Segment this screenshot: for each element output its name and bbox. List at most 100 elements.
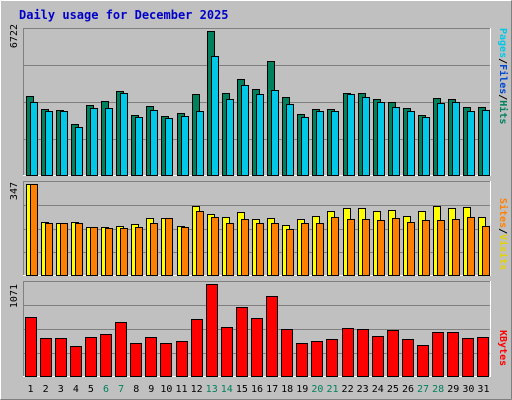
x-tick-label-day-25: 25 — [387, 384, 399, 395]
x-tick-label-day-5: 5 — [88, 384, 94, 395]
bar-kbytes-day-3 — [55, 338, 67, 377]
x-tick-label-day-27: 27 — [417, 384, 429, 395]
bar-files-day-28 — [437, 103, 445, 176]
bar-sites-day-1 — [30, 184, 38, 276]
bar-kbytes-day-25 — [387, 330, 399, 377]
bar-files-day-15 — [241, 85, 249, 176]
bar-files-day-18 — [286, 104, 294, 176]
x-tick-label-day-6: 6 — [103, 384, 109, 395]
x-tick-label-day-12: 12 — [191, 384, 203, 395]
x-tick-label-day-11: 11 — [175, 384, 187, 395]
bar-files-day-30 — [467, 111, 475, 176]
legend-files: Files — [497, 64, 508, 95]
bar-kbytes-day-24 — [372, 336, 384, 377]
bar-sites-day-29 — [452, 219, 460, 276]
bar-files-day-25 — [392, 107, 400, 176]
bar-sites-day-19 — [301, 223, 309, 276]
bar-kbytes-day-4 — [70, 346, 82, 377]
bar-sites-day-17 — [271, 223, 279, 276]
bar-files-day-11 — [181, 116, 189, 176]
x-tick-label-day-31: 31 — [477, 384, 489, 395]
bar-kbytes-day-31 — [477, 337, 489, 377]
kbytes-panel-legend: KBytes — [496, 330, 508, 366]
bar-kbytes-day-6 — [100, 334, 112, 377]
bar-sites-day-26 — [407, 222, 415, 276]
bar-sites-day-4 — [75, 223, 83, 276]
bar-sites-day-27 — [422, 220, 430, 276]
bar-kbytes-day-29 — [447, 332, 459, 377]
x-tick-label-day-24: 24 — [372, 384, 384, 395]
bar-sites-day-15 — [241, 219, 249, 276]
bar-kbytes-day-7 — [115, 322, 127, 377]
bar-sites-day-13 — [211, 217, 219, 276]
bar-files-day-7 — [120, 93, 128, 176]
bar-sites-day-9 — [150, 223, 158, 276]
bar-files-day-1 — [30, 102, 38, 176]
x-tick-label-day-3: 3 — [58, 384, 64, 395]
bar-sites-day-23 — [362, 219, 370, 276]
bar-sites-day-20 — [316, 223, 324, 276]
x-tick-label-day-10: 10 — [160, 384, 172, 395]
bar-sites-day-28 — [437, 220, 445, 276]
bar-files-day-6 — [105, 108, 113, 176]
bar-files-day-23 — [362, 97, 370, 176]
visits-panel-legend: Sites/Visits — [496, 198, 508, 270]
bar-files-day-2 — [45, 111, 53, 176]
x-tick-label-day-29: 29 — [447, 384, 459, 395]
bar-files-day-4 — [75, 127, 83, 176]
x-tick-label-day-19: 19 — [296, 384, 308, 395]
x-tick-label-day-23: 23 — [357, 384, 369, 395]
bar-files-day-3 — [60, 111, 68, 176]
bar-files-day-26 — [407, 111, 415, 176]
legend-kbytes: KBytes — [497, 330, 508, 367]
x-tick-label-day-9: 9 — [148, 384, 154, 395]
bar-sites-day-11 — [181, 227, 189, 276]
bar-files-day-13 — [211, 56, 219, 176]
x-tick-label-day-26: 26 — [402, 384, 414, 395]
x-tick-label-day-7: 7 — [118, 384, 124, 395]
bar-kbytes-day-21 — [326, 339, 338, 377]
bar-kbytes-day-10 — [160, 343, 172, 377]
bar-files-day-16 — [256, 94, 264, 176]
bar-sites-day-16 — [256, 223, 264, 276]
bar-files-day-22 — [347, 94, 355, 176]
bar-kbytes-day-5 — [85, 337, 97, 377]
x-tick-label-day-1: 1 — [28, 384, 34, 395]
bar-kbytes-day-11 — [176, 341, 188, 377]
bar-sites-day-25 — [392, 218, 400, 276]
x-tick-label-day-22: 22 — [342, 384, 354, 395]
bar-sites-day-24 — [377, 220, 385, 276]
bar-files-day-24 — [377, 102, 385, 176]
visits-panel-ymax-label: 347 — [9, 182, 20, 201]
x-tick-label-day-4: 4 — [73, 384, 79, 395]
bar-sites-day-7 — [120, 228, 128, 276]
x-tick-label-day-8: 8 — [133, 384, 139, 395]
x-tick-label-day-14: 14 — [221, 384, 233, 395]
bar-sites-day-6 — [105, 228, 113, 276]
bar-kbytes-day-30 — [462, 338, 474, 377]
bar-kbytes-day-1 — [25, 317, 37, 377]
bar-kbytes-day-26 — [402, 339, 414, 377]
legend-pages: Pages — [497, 28, 508, 59]
bar-kbytes-day-19 — [296, 343, 308, 377]
hits-panel-legend: Pages/Files/Hits — [496, 28, 508, 124]
bar-kbytes-day-22 — [342, 328, 354, 377]
bar-sites-day-3 — [60, 223, 68, 276]
bar-files-day-21 — [331, 111, 339, 176]
bar-sites-day-31 — [482, 226, 490, 276]
legend-sites: Sites — [497, 198, 508, 229]
x-tick-label-day-28: 28 — [432, 384, 444, 395]
bar-files-day-19 — [301, 117, 309, 176]
bar-files-day-12 — [196, 111, 204, 176]
bar-sites-day-30 — [467, 217, 475, 276]
x-tick-label-day-13: 13 — [206, 384, 218, 395]
x-tick-label-day-16: 16 — [251, 384, 263, 395]
bar-sites-day-12 — [196, 211, 204, 276]
bar-sites-day-14 — [226, 223, 234, 276]
bar-kbytes-day-14 — [221, 327, 233, 377]
x-tick-label-day-20: 20 — [311, 384, 323, 395]
bar-files-day-5 — [90, 108, 98, 176]
x-tick-label-day-18: 18 — [281, 384, 293, 395]
bar-files-day-29 — [452, 102, 460, 176]
